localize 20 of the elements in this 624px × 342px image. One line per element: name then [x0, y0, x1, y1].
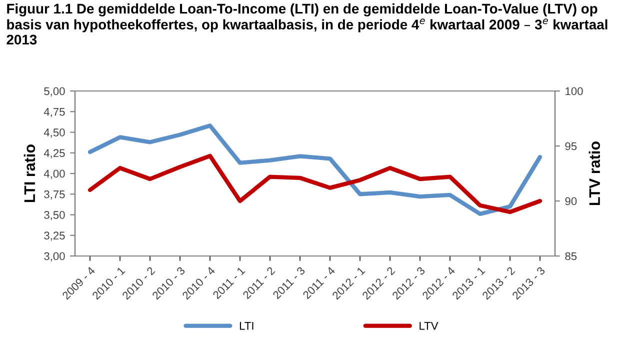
line-series — [88, 124, 542, 216]
y-tick-label: 4,75 — [44, 108, 65, 118]
y-tick-label: 3,00 — [44, 252, 65, 262]
y-axis-title: LTI ratio — [24, 144, 36, 202]
y-tick-label: 3,25 — [44, 232, 65, 241]
y2-tick-label: 85 — [565, 252, 577, 260]
chart-title: Figuur 1.1 De gemiddelde Loan-To-Income (LTI) en de gemiddelde Loan-To-Value (LTV) op basis van hypotheekoffertes, op kwartaalbasis, in de periode 4$^{e}$ kwartaal 2009 – 3$^{e}$ kwartaal 2013 — [6, 3, 608, 45]
line-series — [88, 154, 542, 214]
y2-tick-label: 100 — [566, 87, 583, 96]
y-tick-label: 4,00 — [44, 170, 65, 179]
y-tick-label: 3,50 — [44, 211, 65, 220]
y-tick-label: 3,75 — [44, 190, 65, 200]
y2-tick-label: 95 — [565, 142, 577, 150]
y-tick-label: 4,50 — [44, 128, 65, 138]
y-tick-label: 5,00 — [44, 87, 65, 96]
y2-tick-label: 90 — [565, 197, 577, 206]
legend-label: LTI — [240, 322, 254, 330]
legend-label: LTV — [420, 322, 438, 330]
y2-axis-title: LTV ratio — [588, 142, 600, 206]
y-tick-label: 4,25 — [44, 149, 65, 158]
